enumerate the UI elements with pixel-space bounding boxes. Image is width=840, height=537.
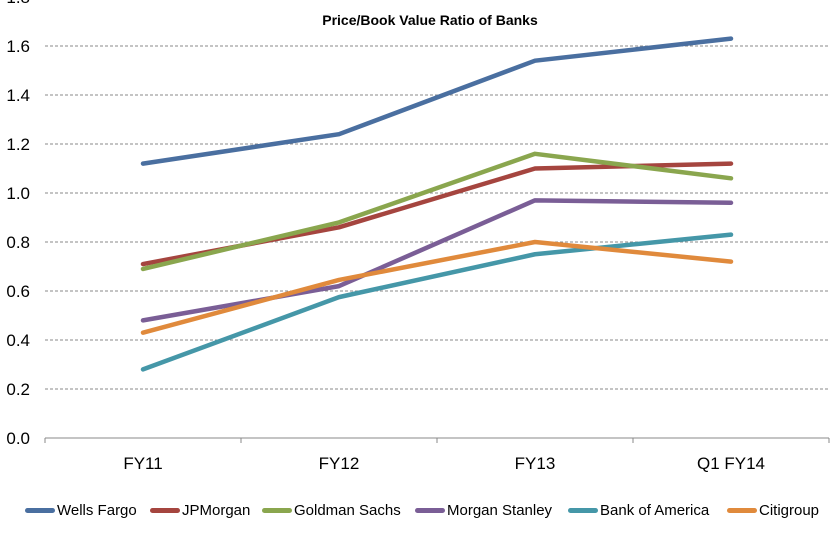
legend-label: Wells Fargo: [57, 502, 137, 519]
legend-swatch: [568, 508, 598, 513]
legend-item: Wells Fargo: [25, 502, 137, 519]
legend-label: Morgan Stanley: [447, 502, 553, 519]
x-tick-label: Q1 FY14: [697, 454, 765, 473]
legend-item: Goldman Sachs: [262, 502, 401, 519]
legend-label: Goldman Sachs: [294, 502, 401, 519]
series-line-bank-of-america: [140, 232, 734, 372]
legend-swatch: [262, 508, 292, 513]
legend-item: Morgan Stanley: [415, 502, 552, 519]
y-tick-label: 1.0: [6, 184, 30, 203]
y-tick-label: 0.8: [6, 233, 30, 252]
legend-item: JPMorgan: [150, 502, 250, 519]
legend-item: Bank of America: [568, 502, 709, 519]
series-line-morgan-stanley: [140, 198, 734, 323]
chart-title: Price/Book Value Ratio of Banks: [322, 12, 538, 28]
legend-swatch: [415, 508, 445, 513]
y-tick-label: 0.4: [6, 331, 30, 350]
legend-item: Citigroup: [727, 502, 819, 519]
x-tick-label: FY11: [123, 454, 162, 473]
series-line-goldman-sachs: [140, 151, 734, 272]
y-tick-label: 0.2: [6, 380, 30, 399]
y-tick-label: 1.4: [6, 86, 30, 105]
legend: Wells Fargo JPMorgan Goldman Sachs Morgan S…: [0, 502, 840, 522]
y-tick-label: 1.8: [6, 0, 30, 7]
legend-label: Citigroup: [759, 502, 820, 519]
legend-swatch: [25, 508, 55, 513]
series-line-citigroup: [140, 239, 734, 335]
legend-swatch: [727, 508, 757, 513]
legend-label: Bank of America: [600, 502, 710, 519]
y-tick-label: 1.6: [6, 37, 30, 56]
legend-swatch: [150, 508, 180, 513]
series-line-wells-fargo: [140, 36, 734, 166]
legend-label: JPMorgan: [182, 502, 251, 519]
y-tick-label: 0.0: [6, 429, 30, 448]
x-tick-label: FY12: [319, 454, 360, 473]
y-tick-label: 1.2: [6, 135, 30, 154]
x-tick-label: FY13: [515, 454, 556, 473]
y-tick-label: 0.6: [6, 282, 30, 301]
